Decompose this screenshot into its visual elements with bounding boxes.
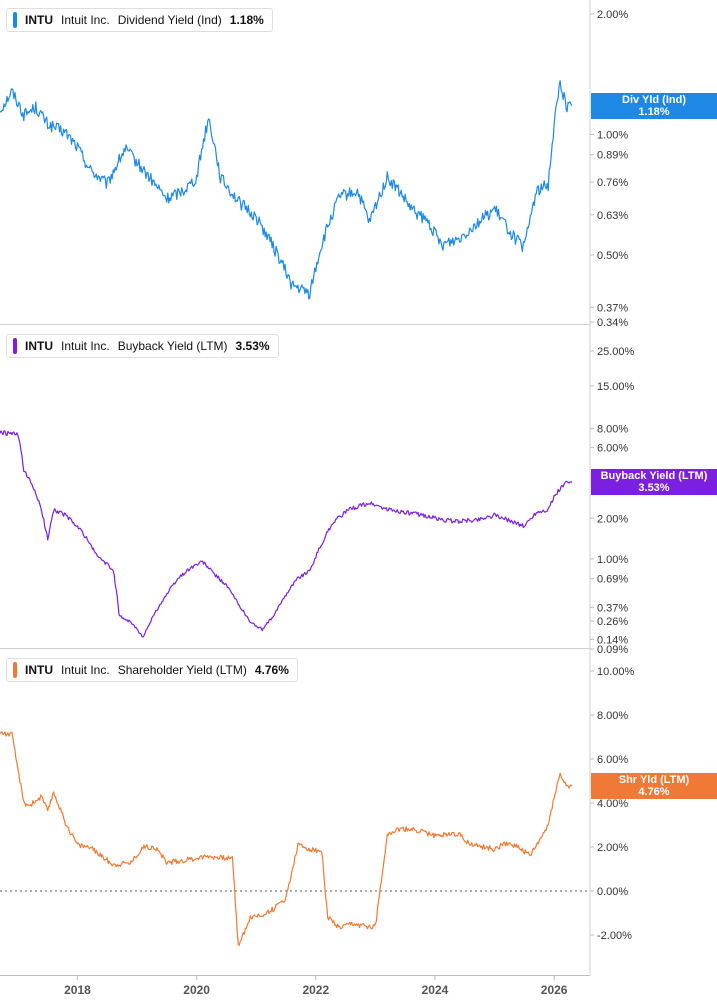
series-layer (0, 80, 573, 946)
x-tick-label: 2018 (64, 983, 91, 997)
legend-company: Intuit Inc. (61, 13, 110, 27)
y-tick-label: 0.14% (597, 635, 628, 647)
y-tick-label: 10.00% (597, 666, 635, 678)
legend-dividend-yield[interactable]: INTU Intuit Inc. Dividend Yield (Ind) 1.… (6, 8, 273, 32)
legend-value: 3.53% (235, 339, 270, 353)
y-tick-label: 0.26% (597, 616, 628, 628)
y-tick-label: 6.00% (597, 443, 628, 455)
legend-company: Intuit Inc. (61, 339, 110, 353)
y-tick-label: 1.00% (597, 554, 628, 566)
y-tick-label: 0.37% (597, 302, 628, 314)
flag-buyback-yield: Buyback Yield (LTM) 3.53% (591, 469, 717, 496)
y-tick-label: 0.09% (597, 644, 628, 656)
x-tick-label: 2026 (541, 983, 568, 997)
flag-dividend-yield: Div Yld (Ind) 1.18% (591, 92, 717, 119)
legend-value: 1.18% (229, 13, 264, 27)
legend-buyback-yield[interactable]: INTU Intuit Inc. Buyback Yield (LTM) 3.5… (6, 334, 279, 358)
y-tick-label: 1.00% (597, 129, 628, 141)
flag-label: Shr Yld (LTM) (618, 774, 690, 787)
y-tick-label: 4.00% (597, 798, 628, 810)
x-tick-label: 2022 (302, 983, 329, 997)
y-tick-label: 0.00% (597, 886, 628, 898)
flag-label: Buyback Yield (LTM) (600, 470, 708, 483)
y-tick-label: 25.00% (597, 346, 635, 358)
x-tick-label: 2020 (183, 983, 210, 997)
y-tick-label: 0.34% (597, 317, 628, 329)
legend-shareholder-yield[interactable]: INTU Intuit Inc. Shareholder Yield (LTM)… (6, 658, 298, 682)
legend-ticker: INTU (25, 663, 53, 677)
y-tick-label: 0.69% (597, 574, 628, 586)
y-tick-label: 2.00% (597, 9, 628, 21)
legend-value: 4.76% (254, 663, 289, 677)
y-tick-label: -2.00% (597, 930, 632, 942)
y-tick-label: 2.00% (597, 842, 628, 854)
y-tick-label: 8.00% (597, 423, 628, 435)
y-tick-label: 2.00% (597, 513, 628, 525)
legend-metric: Dividend Yield (Ind) (117, 13, 222, 27)
y-tick-label: 0.37% (597, 602, 628, 614)
axes-layer: 2.00% 1.00% 0.89% 0.76% 0.63% 0.50% 0.37% 0.34%… (0, 0, 635, 997)
flag-value: 3.53% (638, 482, 670, 495)
flag-value: 1.18% (638, 105, 670, 118)
series-line (0, 80, 573, 300)
legend-metric: Buyback Yield (LTM) (117, 339, 228, 353)
y-tick-label: 8.00% (597, 710, 628, 722)
y-tick-label: 0.50% (597, 250, 628, 262)
flag-shareholder-yield: Shr Yld (LTM) 4.76% (591, 773, 717, 800)
legend-ticker: INTU (25, 13, 53, 27)
flag-value: 4.76% (638, 786, 670, 799)
x-tick-label: 2024 (422, 983, 449, 997)
y-tick-label: 0.89% (597, 150, 628, 162)
y-tick-label: 0.63% (597, 210, 628, 222)
series-line (0, 430, 573, 638)
y-tick-label: 0.76% (597, 177, 628, 189)
legend-swatch (13, 662, 17, 678)
legend-company: Intuit Inc. (61, 663, 110, 677)
legend-metric: Shareholder Yield (LTM) (117, 663, 247, 677)
y-tick-label: 15.00% (597, 381, 635, 393)
y-tick-label: 6.00% (597, 754, 628, 766)
series-line (0, 731, 573, 946)
legend-ticker: INTU (25, 339, 53, 353)
legend-swatch (13, 338, 17, 354)
legend-swatch (13, 12, 17, 28)
flag-label: Div Yld (Ind) (622, 93, 686, 106)
